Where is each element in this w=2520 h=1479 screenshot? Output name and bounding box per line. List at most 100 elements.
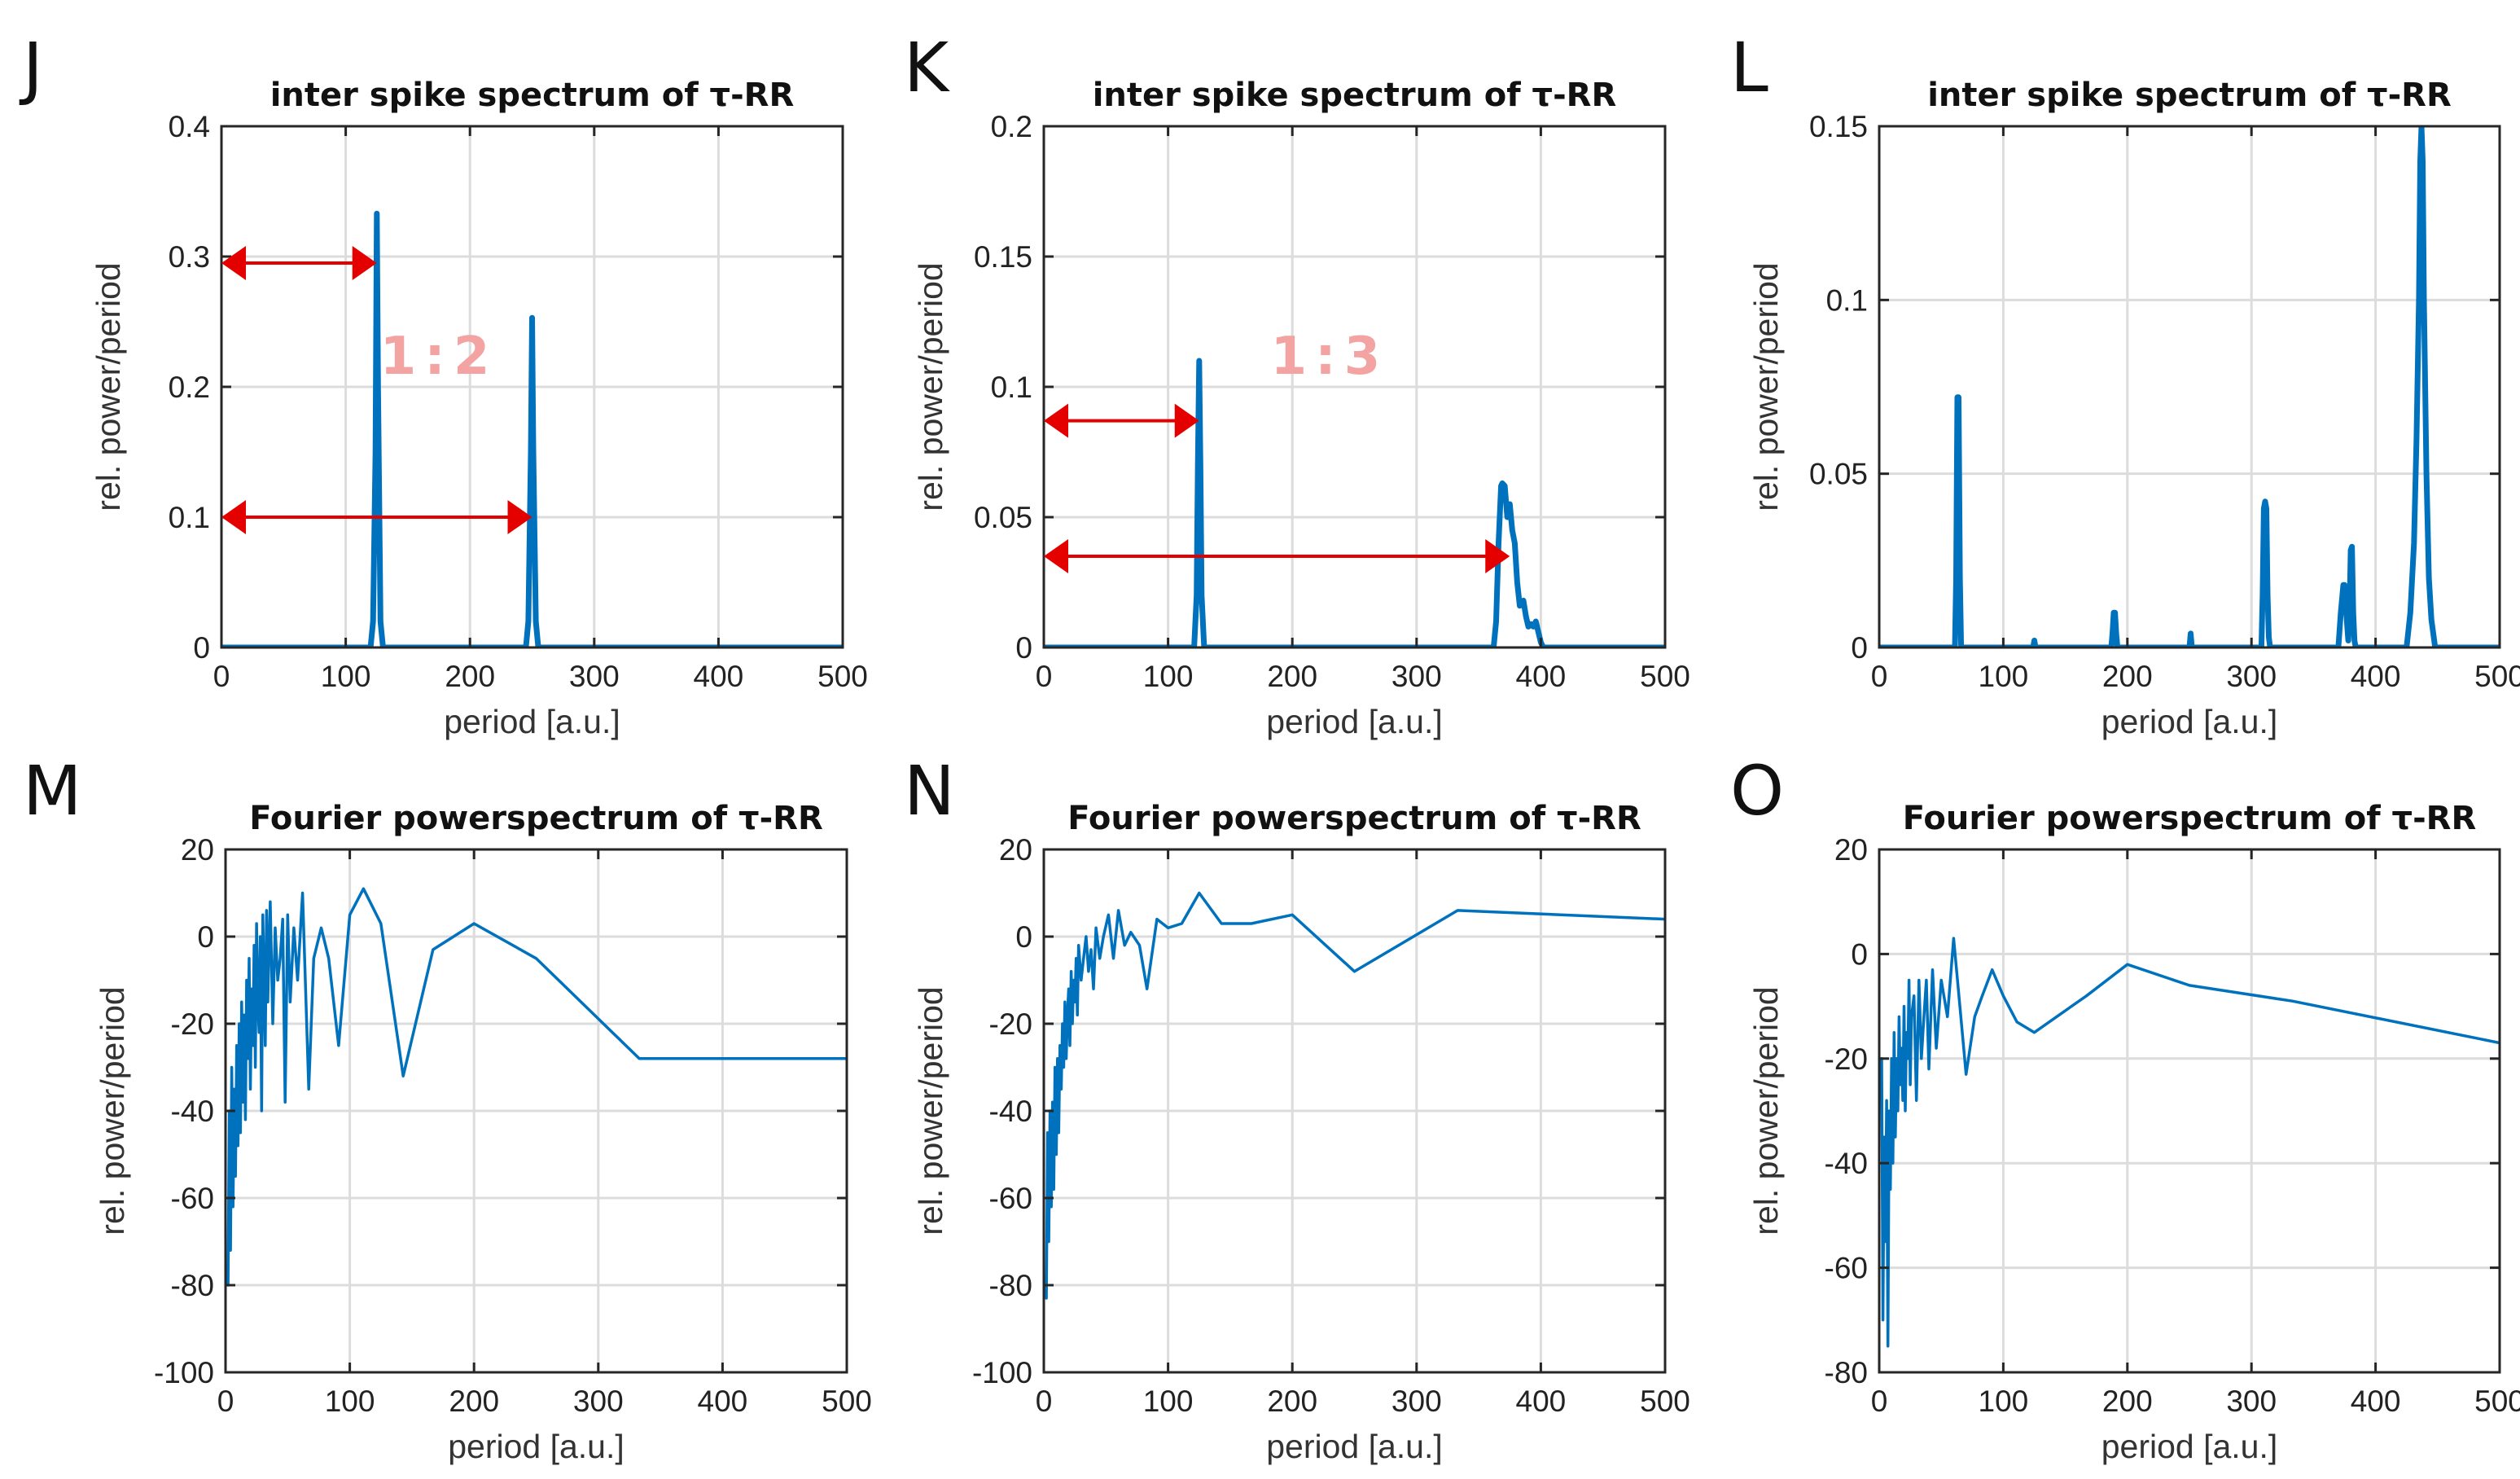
x-tick-label: 300: [1391, 660, 1442, 693]
series-line: [1880, 937, 2500, 1348]
x-tick-label: 200: [2102, 1385, 2153, 1418]
y-axis-label: rel. power/period: [90, 262, 127, 511]
y-tick-label: 0.1: [991, 371, 1032, 404]
panel-letter: K: [904, 28, 950, 108]
series-line: [221, 210, 843, 647]
x-axis-label: period [a.u.]: [1266, 1428, 1443, 1465]
y-tick-label: 0.2: [991, 110, 1032, 143]
x-axis-label: period [a.u.]: [2101, 703, 2278, 740]
x-tick-label: 400: [1516, 1385, 1567, 1418]
plot-area: [1879, 849, 2500, 1372]
chart-title: inter spike spectrum of τ-RR: [1093, 77, 1617, 114]
x-axis-label: period [a.u.]: [448, 1428, 625, 1465]
chart-title: inter spike spectrum of τ-RR: [270, 77, 795, 114]
x-tick-label: 500: [1640, 660, 1690, 693]
x-tick-label: 300: [2226, 660, 2277, 693]
y-axis-label: rel. power/period: [912, 986, 949, 1235]
x-tick-label: 300: [569, 660, 620, 693]
x-tick-label: 500: [2474, 1385, 2520, 1418]
ratio-label: 1:2: [380, 327, 498, 387]
x-tick-label: 400: [1516, 660, 1567, 693]
y-tick-label: 0.05: [974, 501, 1032, 534]
y-axis-label: rel. power/period: [94, 986, 131, 1235]
y-tick-label: 0.05: [1809, 458, 1868, 491]
chart-title: Fourier powerspectrum of τ-RR: [1903, 800, 2477, 837]
y-tick-label: 0.3: [169, 240, 210, 274]
double-arrow: [221, 246, 377, 280]
y-tick-label: 0: [1851, 937, 1868, 971]
x-tick-label: 400: [2351, 660, 2401, 693]
panel-n: N Fourier powerspectrum of τ-RR0 100 200 300…: [904, 751, 1690, 1465]
y-tick-label: 0.15: [1809, 110, 1868, 143]
y-tick-label: 20: [181, 833, 214, 867]
panel-letter: M: [23, 751, 81, 831]
x-tick-label: 400: [698, 1385, 748, 1418]
y-tick-label: 0: [1015, 631, 1032, 665]
y-tick-label: -100: [972, 1356, 1032, 1389]
y-tick-label: -40: [1825, 1147, 1868, 1180]
x-tick-label: 400: [2351, 1385, 2401, 1418]
arrow-head-right: [1174, 403, 1199, 438]
y-tick-label: -60: [1825, 1252, 1868, 1285]
y-tick-label: 0.1: [1826, 283, 1868, 317]
arrow-head-left: [1044, 403, 1068, 438]
chart-title: Fourier powerspectrum of τ-RR: [1067, 800, 1641, 837]
y-axis-label: rel. power/period: [1747, 262, 1785, 511]
x-tick-label: 100: [1979, 1385, 2029, 1418]
y-axis-label: rel. power/period: [1747, 986, 1785, 1235]
y-tick-label: -20: [171, 1007, 214, 1041]
x-tick-label: 200: [1267, 1385, 1317, 1418]
y-tick-label: -80: [989, 1269, 1032, 1302]
x-axis-label: period [a.u.]: [444, 703, 620, 740]
series-line: [1045, 891, 1665, 1300]
double-arrow: [1044, 539, 1510, 573]
x-tick-label: 500: [1640, 1385, 1690, 1418]
x-tick-label: 300: [1391, 1385, 1442, 1418]
series-line: [226, 887, 847, 1287]
y-tick-label: 0: [1015, 920, 1032, 954]
chart-title: Fourier powerspectrum of τ-RR: [249, 800, 823, 837]
arrow-head-left: [1044, 539, 1068, 573]
x-tick-label: 500: [822, 1385, 872, 1418]
x-tick-label: 0: [217, 1385, 234, 1418]
x-tick-label: 0: [1036, 1385, 1053, 1418]
arrow-head-right: [507, 500, 532, 534]
y-tick-label: 0.2: [169, 371, 210, 404]
y-tick-label: -20: [1825, 1042, 1868, 1076]
plot-area: [1879, 126, 2500, 647]
y-tick-label: 0.4: [169, 110, 210, 143]
double-arrow: [1044, 403, 1199, 438]
y-tick-label: -20: [989, 1007, 1032, 1041]
x-tick-label: 200: [1267, 660, 1317, 693]
ratio-label: 1:3: [1271, 327, 1389, 387]
x-tick-label: 500: [2474, 660, 2520, 693]
y-tick-label: 0: [193, 631, 210, 665]
y-tick-label: -100: [154, 1356, 214, 1389]
panel-letter: O: [1730, 751, 1784, 831]
x-tick-label: 500: [817, 660, 868, 693]
x-axis-label: period [a.u.]: [1266, 703, 1443, 740]
x-tick-label: 0: [213, 660, 230, 693]
series-line: [1044, 358, 1665, 647]
x-tick-label: 300: [2226, 1385, 2277, 1418]
x-tick-label: 100: [1979, 660, 2029, 693]
axes-box: [1878, 848, 2501, 1374]
x-tick-label: 200: [2102, 660, 2153, 693]
y-tick-label: -60: [171, 1182, 214, 1215]
x-tick-label: 100: [325, 1385, 375, 1418]
panel-letter: N: [904, 751, 955, 831]
y-tick-label: -80: [171, 1269, 214, 1302]
arrow-head-right: [352, 246, 377, 280]
panel-o: O Fourier powerspectrum of τ-RR 0 100 200 300…: [1730, 751, 2520, 1465]
panel-letter: L: [1730, 28, 1768, 108]
y-tick-label: -80: [1825, 1356, 1868, 1389]
y-tick-label: 0.15: [974, 240, 1032, 274]
y-tick-label: 20: [999, 833, 1032, 867]
arrow-head-left: [221, 246, 246, 280]
x-tick-label: 0: [1871, 1385, 1888, 1418]
x-axis-label: period [a.u.]: [2101, 1428, 2278, 1465]
x-tick-label: 200: [445, 660, 495, 693]
